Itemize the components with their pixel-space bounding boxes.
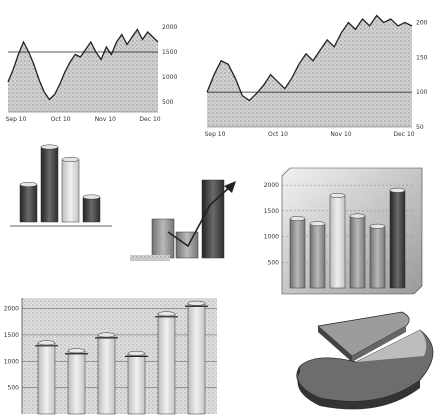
pie-slice-2-side <box>297 366 420 410</box>
y-tick-label: 100 <box>416 89 428 96</box>
ground-shadow <box>130 255 170 261</box>
bar-body <box>309 223 326 289</box>
bar <box>157 311 176 415</box>
y-tick-label: 2000 <box>162 24 177 31</box>
bar <box>61 157 80 223</box>
series-line <box>7 28 159 101</box>
pie-slice-1-edge <box>352 326 406 362</box>
bar-cap <box>187 300 206 306</box>
y-tick-label: 150 <box>416 54 428 61</box>
bar-body <box>369 226 386 289</box>
bar-cap <box>349 213 366 219</box>
x-tick-label: Nov 10 <box>95 116 116 123</box>
bar <box>309 221 326 289</box>
bar <box>40 144 59 223</box>
bar <box>349 213 366 289</box>
bar-body <box>97 334 116 415</box>
bar-body <box>349 215 366 289</box>
y-tick-label: 50 <box>416 124 424 131</box>
line-chart-2: 50 100 150 200 Sep 10 Oct 10 Nov 10 Dec 10 <box>205 14 428 138</box>
bar-cap <box>309 221 326 227</box>
bar-cap <box>61 157 80 162</box>
bar <box>289 216 306 289</box>
bar-cap <box>369 223 386 229</box>
bar-chart-4: 500 1000 1500 2000 <box>4 298 217 415</box>
y-tick-label: 1000 <box>264 234 279 241</box>
bar <box>97 332 116 415</box>
x-tick-label: Sep 10 <box>6 116 27 123</box>
bar <box>329 192 346 289</box>
bar-body <box>67 350 86 415</box>
arrow-head <box>224 181 236 193</box>
bar-cap <box>329 192 346 198</box>
y-tick-label: 2000 <box>4 306 19 313</box>
y-tick-label: 1500 <box>4 332 19 339</box>
bar-chart-2 <box>130 179 236 261</box>
series-line <box>206 14 413 102</box>
bar-cap <box>82 194 101 200</box>
bar <box>37 340 56 415</box>
bar-cap <box>40 144 59 150</box>
x-tick-label: Nov 10 <box>330 131 351 138</box>
y-tick-label: 500 <box>8 385 20 392</box>
bar <box>369 223 386 289</box>
pie-highlight <box>356 330 427 362</box>
bar-body <box>187 303 206 415</box>
bar <box>82 194 101 223</box>
bar-cap <box>37 340 56 346</box>
y-tick-label: 500 <box>268 259 280 266</box>
line-chart-1: 500 1000 1500 2000 Sep 10 Oct 10 Nov 10 Dec 10 <box>6 24 178 123</box>
bar-cap <box>19 182 38 187</box>
bar-cap <box>289 216 306 222</box>
bar <box>187 300 206 415</box>
pie-chart-3d <box>296 311 434 410</box>
bar-chart-1 <box>10 144 112 227</box>
x-tick-label: Oct 10 <box>51 116 71 123</box>
pie-slice-1-side <box>318 326 352 362</box>
bar-body <box>61 159 80 223</box>
bar-cap <box>389 187 406 193</box>
bar-body <box>329 195 346 289</box>
trend-arrow <box>167 184 233 248</box>
area-fill <box>8 29 158 112</box>
bar-body <box>289 218 306 289</box>
bar <box>67 348 86 415</box>
x-tick-label: Dec 10 <box>393 131 414 138</box>
bar <box>201 179 225 259</box>
y-tick-label: 200 <box>416 19 428 26</box>
bar-body <box>37 342 56 415</box>
y-tick-label: 1000 <box>162 74 177 81</box>
pie-slice-1 <box>317 311 410 357</box>
bar <box>389 187 406 289</box>
y-tick-label: 1500 <box>264 208 279 215</box>
y-tick-label: 1500 <box>162 49 177 56</box>
x-tick-label: Oct 10 <box>268 131 288 138</box>
bar-cap <box>127 350 146 356</box>
y-tick-label: 500 <box>162 99 174 106</box>
y-tick-label: 1000 <box>4 358 19 365</box>
bar-body <box>157 313 176 415</box>
x-tick-label: Dec 10 <box>139 116 160 123</box>
bar-cap <box>97 332 116 338</box>
bar-body <box>127 353 146 415</box>
bar-cap <box>157 311 176 317</box>
x-tick-label: Sep 10 <box>205 131 226 138</box>
y-tick-label: 2000 <box>264 182 279 189</box>
bar-body <box>82 196 101 223</box>
bar <box>19 182 38 223</box>
area-fill <box>207 15 412 127</box>
bar <box>151 218 175 259</box>
bar <box>127 350 146 415</box>
bar-chart-3: 500 1000 1500 2000 <box>264 167 423 295</box>
bar-body <box>40 146 59 223</box>
bar-body <box>19 184 38 223</box>
bar-cap <box>67 348 86 354</box>
bar-body <box>389 190 406 289</box>
